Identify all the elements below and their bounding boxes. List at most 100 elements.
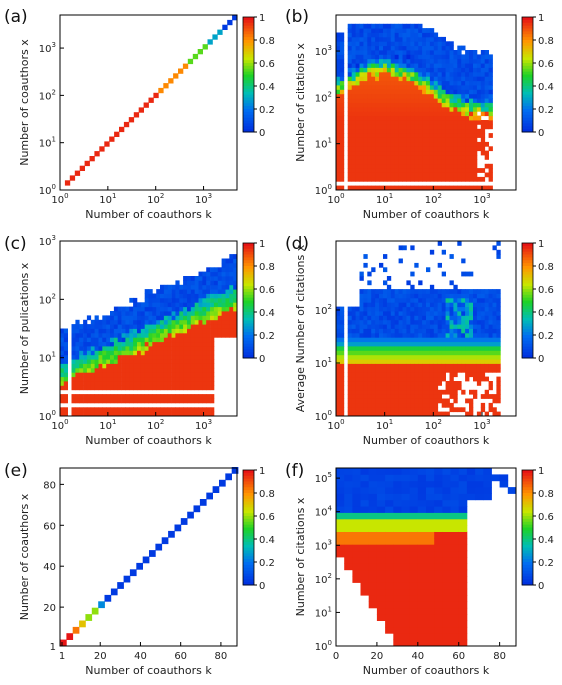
heatmap-cell: [433, 337, 439, 343]
colorbar-segment: [522, 254, 533, 258]
heatmap-cell: [422, 306, 427, 312]
heatmap-cell: [222, 24, 228, 30]
heatmap-cell: [445, 63, 450, 68]
heatmap-cell: [394, 150, 399, 156]
heatmap-cell: [110, 354, 115, 360]
heatmap-cell: [480, 128, 486, 134]
heatmap-cell: [492, 411, 497, 417]
heatmap-cell: [367, 385, 372, 391]
heatmap-cell: [202, 328, 207, 334]
heatmap-cell: [453, 150, 458, 156]
heatmap-cell: [461, 111, 466, 117]
y-tick-exponent: 3: [52, 234, 56, 242]
colorbar-segment: [522, 524, 533, 529]
colorbar-segment: [243, 306, 254, 310]
heatmap-cell: [453, 350, 458, 356]
heatmap-cell: [445, 58, 450, 64]
heatmap-cell: [375, 54, 380, 60]
heatmap-cell: [63, 350, 68, 356]
heatmap-cell: [398, 159, 403, 165]
heatmap-cell: [422, 71, 427, 77]
heatmap-cell: [414, 124, 419, 130]
heatmap-cell: [339, 359, 345, 364]
heatmap-cell: [198, 407, 203, 413]
heatmap-cell: [351, 120, 356, 125]
heatmap-cell: [194, 350, 199, 356]
heatmap-cell: [140, 359, 145, 364]
heatmap-cell: [483, 468, 492, 475]
heatmap-cell: [156, 411, 161, 417]
heatmap-cell: [441, 159, 446, 165]
heatmap-cell: [79, 620, 86, 628]
heatmap-cell: [375, 124, 380, 130]
heatmap-cell: [386, 67, 392, 73]
heatmap-cell: [379, 367, 384, 373]
heatmap-cell: [160, 306, 165, 312]
heatmap-cell: [410, 133, 415, 138]
heatmap-cell: [473, 354, 478, 360]
heatmap-cell: [445, 168, 450, 173]
heatmap-cell: [418, 58, 423, 64]
heatmap-cell: [410, 85, 415, 90]
heatmap-cell: [433, 76, 439, 82]
heatmap-cell: [198, 346, 203, 351]
heatmap-cell: [480, 50, 486, 55]
heatmap-cell: [394, 36, 399, 42]
heatmap-cell: [383, 98, 388, 103]
heatmap-cell: [488, 172, 493, 178]
heatmap-cell: [352, 512, 361, 520]
heatmap-cell: [225, 262, 230, 268]
colorbar-segment: [243, 562, 254, 566]
heatmap-cell: [367, 332, 372, 338]
heatmap-cell: [367, 133, 372, 138]
x-tick-exponent: 2: [160, 192, 164, 200]
heatmap-cell: [386, 54, 392, 60]
heatmap-cell: [429, 363, 435, 369]
heatmap-cell: [429, 293, 435, 299]
heatmap-cell: [133, 381, 138, 386]
heatmap-cell: [426, 124, 431, 130]
heatmap-cell: [375, 89, 380, 95]
heatmap-cell: [368, 518, 378, 526]
heatmap-cell: [418, 381, 423, 386]
heatmap-cell: [63, 407, 68, 413]
heatmap-cell: [351, 411, 356, 417]
heatmap-cell: [379, 407, 384, 413]
colorbar-segment: [243, 337, 254, 342]
heatmap-cell: [473, 346, 478, 351]
heatmap-cell: [217, 302, 222, 308]
heatmap-cell: [457, 137, 462, 143]
heatmap-cell: [488, 289, 493, 294]
colorbar-tick-label: 1: [538, 13, 544, 24]
heatmap-cell: [426, 146, 431, 152]
heatmap-cell: [442, 626, 451, 634]
heatmap-cell: [386, 385, 392, 391]
heatmap-cell: [386, 89, 392, 95]
heatmap-cell: [98, 372, 103, 378]
heatmap-cell: [429, 337, 435, 343]
heatmap-cell: [194, 341, 199, 347]
heatmap-cell: [213, 311, 219, 316]
heatmap-cell: [461, 150, 466, 156]
heatmap-cell: [426, 311, 431, 316]
heatmap-cell: [406, 346, 411, 351]
colorbar-segment: [522, 306, 533, 310]
heatmap-cell: [117, 376, 122, 382]
heatmap-cell: [375, 133, 380, 138]
heatmap-cell: [160, 363, 165, 369]
heatmap-cell: [441, 176, 446, 182]
heatmap-cell: [461, 359, 466, 364]
heatmap-cell: [390, 297, 396, 303]
heatmap-cell: [429, 106, 435, 112]
heatmap-cell: [386, 80, 392, 86]
heatmap-cell: [458, 531, 468, 539]
heatmap-cell: [229, 311, 234, 316]
heatmap-cell: [376, 607, 386, 615]
heatmap-cell: [453, 133, 458, 138]
heatmap-cell: [368, 480, 378, 488]
colorbar-frame: [242, 469, 255, 586]
heatmap-cell: [406, 155, 411, 160]
heatmap-cell: [418, 297, 423, 303]
heatmap-cell: [351, 367, 356, 373]
